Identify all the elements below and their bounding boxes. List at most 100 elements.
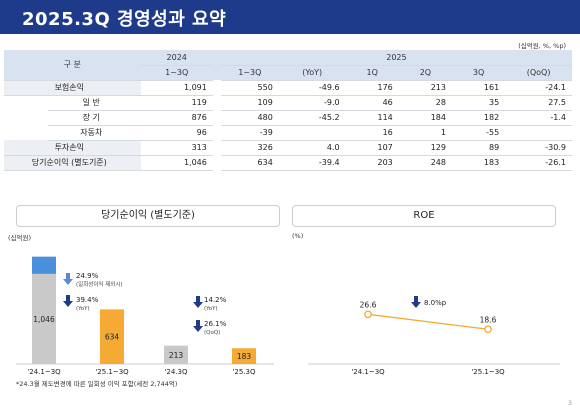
x-tick-label: '24.1~3Q [351, 368, 385, 376]
x-tick-label: '25.3Q [232, 368, 256, 376]
table-row: 보험손익 1,091 550 -49.6 176 213 161 -24.1 [4, 80, 572, 96]
annotation-note: (YoY) [76, 306, 90, 312]
header-year-2025: 2025 [220, 50, 572, 66]
down-arrow-icon [411, 296, 421, 308]
cell: 96 [140, 125, 213, 141]
cell: -39.4 [278, 155, 346, 171]
bar [100, 309, 124, 364]
page-number: 3 [568, 400, 572, 407]
x-tick-label: '24.3Q [164, 368, 188, 376]
cell: -24.1 [505, 80, 572, 96]
table-row: 장 기 876 480 -45.2 114 184 182 -1.4 [4, 110, 572, 126]
header-col: 1~3Q [140, 65, 213, 81]
cell: 183 [451, 155, 506, 171]
table-row: 자동차 96 -39 16 1 -55 [4, 125, 572, 141]
annotation-pct: 24.9% [76, 272, 99, 280]
cell: 203 [345, 155, 399, 171]
cell: -26.1 [505, 155, 572, 171]
cell: 184 [398, 110, 452, 126]
cell [505, 125, 572, 141]
roe-unit: (%) [292, 232, 304, 240]
annotation-note: (QoQ) [204, 330, 220, 336]
header-col: 3Q [451, 65, 506, 81]
annotation-note: (일회성이익 제외시) [76, 280, 123, 288]
cell: -9.0 [278, 95, 346, 111]
title-bar: 2025.3Q 경영성과 요약 [0, 0, 580, 34]
roe-panel-title: ROE [292, 205, 556, 227]
bar-value-label: 213 [169, 351, 184, 360]
financial-summary-table: 구 분 2024 2025 1~3Q 1~3Q (YoY) 1Q 2Q 3Q (… [4, 50, 572, 171]
roe-series-line [367, 313, 489, 330]
header-col: 1Q [345, 65, 399, 81]
cell: 89 [451, 140, 506, 156]
header-col: (QoQ) [505, 65, 572, 81]
cell: 28 [398, 95, 452, 111]
annotation-pct: 14.2% [204, 296, 227, 304]
cell: 313 [140, 140, 213, 156]
down-arrow-icon [193, 296, 203, 308]
cell: 248 [398, 155, 452, 171]
down-arrow-icon [63, 273, 73, 285]
cell: 27.5 [505, 95, 572, 111]
annotation-pct: 39.4% [76, 296, 99, 304]
cell: 4.0 [278, 140, 346, 156]
cell: 119 [140, 95, 213, 111]
cell: 16 [345, 125, 399, 141]
row-label: 자동차 [48, 125, 141, 141]
cell: -39 [220, 125, 279, 141]
row-label: 투자손익 [4, 140, 141, 156]
down-arrow-icon [193, 320, 203, 332]
cell: -55 [451, 125, 506, 141]
cell: 114 [345, 110, 399, 126]
header-col: 2Q [398, 65, 452, 81]
annotation-group-4: 26.1% (QoQ) [193, 320, 227, 336]
page-title: 2025.3Q 경영성과 요약 [22, 9, 227, 30]
roe-change-label: 8.0%p [424, 299, 447, 307]
bar [32, 273, 56, 364]
annotation-note: (YoY) [204, 306, 218, 312]
annotation-group-2: 39.4% (YoY) [63, 295, 99, 312]
cell: 550 [220, 80, 279, 96]
x-tick-label: '25.1~3Q [95, 368, 129, 376]
header-label: 구 분 [4, 50, 141, 81]
cell: 480 [220, 110, 279, 126]
cell: 1,046 [140, 155, 213, 171]
header-year-2024: 2024 [140, 50, 213, 66]
table-row: 투자손익 313 326 4.0 107 129 89 -30.9 [4, 140, 572, 156]
annotation-group-1: 24.9% (일회성이익 제외시) [63, 272, 123, 288]
cell: 129 [398, 140, 452, 156]
bar-value-label: 183 [237, 352, 252, 361]
cell: -45.2 [278, 110, 346, 126]
cell: 107 [345, 140, 399, 156]
table-subheader-row: 1~3Q 1~3Q (YoY) 1Q 2Q 3Q (QoQ) [4, 65, 572, 81]
cell: 326 [220, 140, 279, 156]
table-row: 당기순이익 (별도기준) 1,046 634 -39.4 203 248 183… [4, 155, 572, 171]
cell: 634 [220, 155, 279, 171]
x-tick-label: '25.1~3Q [471, 368, 505, 376]
annotation-group-3: 14.2% (YoY) [193, 296, 227, 312]
header-col: 1~3Q [220, 65, 279, 81]
annotation-pct: 26.1% [204, 320, 227, 328]
unit-note: (십억원, %, %p) [518, 42, 566, 50]
roe-value-label: 18.6 [480, 315, 497, 324]
row-label: 장 기 [48, 110, 141, 126]
net-income-bar-chart: 1,046 '24.1~3Q 634 '25.1~3Q 213 '24.3Q 183 '25.… [16, 256, 274, 376]
bar-segment [32, 256, 56, 274]
cell: -30.9 [505, 140, 572, 156]
cell [278, 125, 346, 141]
net-income-unit: (십억원) [8, 234, 32, 242]
cell: -1.4 [505, 110, 572, 126]
roe-point [364, 310, 372, 319]
bar [164, 345, 188, 364]
footnote: *24.3월 제도변경에 따른 일회성 이익 포함(세전 2,744억) [16, 380, 178, 388]
row-label: 일 반 [48, 95, 141, 111]
table-row: 일 반 119 109 -9.0 46 28 35 27.5 [4, 95, 572, 111]
cell: 35 [451, 95, 506, 111]
cell: 176 [345, 80, 399, 96]
cell: 1 [398, 125, 452, 141]
table-header-row: 구 분 2024 2025 [4, 50, 572, 81]
roe-value-label: 26.6 [360, 300, 377, 309]
row-label: 당기순이익 (별도기준) [4, 155, 141, 171]
row-label: 보험손익 [4, 80, 141, 96]
header-col: (YoY) [278, 65, 346, 81]
